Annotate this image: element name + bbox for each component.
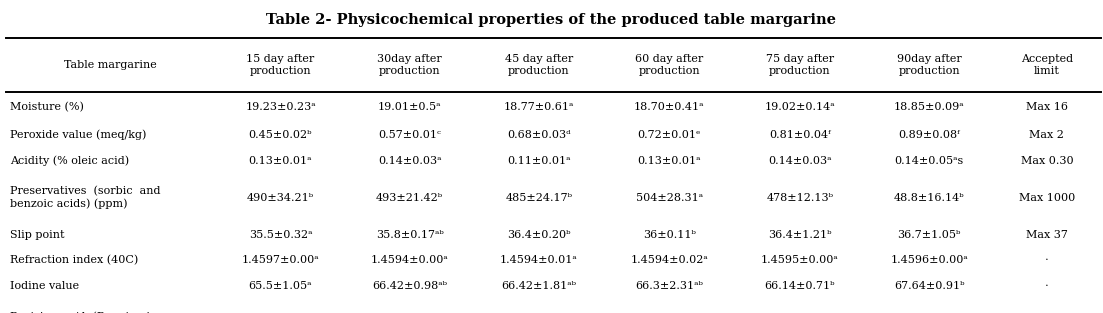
Text: 75 day after
production: 75 day after production xyxy=(765,54,834,76)
Text: 1.4594±0.00ᵃ: 1.4594±0.00ᵃ xyxy=(371,255,449,265)
Text: 66.3±2.31ᵃᵇ: 66.3±2.31ᵃᵇ xyxy=(635,281,704,291)
Text: 1.4594±0.02ᵃ: 1.4594±0.02ᵃ xyxy=(631,255,708,265)
Text: 19.23±0.23ᵃ: 19.23±0.23ᵃ xyxy=(245,102,315,112)
Text: Acidity (% oleic acid): Acidity (% oleic acid) xyxy=(10,155,129,166)
Text: 0.57±0.01ᶜ: 0.57±0.01ᶜ xyxy=(378,130,441,140)
Text: 1.4594±0.01ᵃ: 1.4594±0.01ᵃ xyxy=(500,255,578,265)
Text: 19.02±0.14ᵃ: 19.02±0.14ᵃ xyxy=(764,102,835,112)
Text: 0.11±0.01ᵃ: 0.11±0.01ᵃ xyxy=(507,156,570,166)
Text: 0.45±0.02ᵇ: 0.45±0.02ᵇ xyxy=(248,130,312,140)
Text: 66.42±0.98ᵃᵇ: 66.42±0.98ᵃᵇ xyxy=(372,281,447,291)
Text: 0.14±0.05ᵃs: 0.14±0.05ᵃs xyxy=(895,156,964,166)
Text: 36.4±1.21ᵇ: 36.4±1.21ᵇ xyxy=(768,230,832,240)
Text: Max 37: Max 37 xyxy=(1026,230,1068,240)
Text: 67.64±0.91ᵇ: 67.64±0.91ᵇ xyxy=(893,281,964,291)
Text: 1.4596±0.00ᵃ: 1.4596±0.00ᵃ xyxy=(890,255,968,265)
Text: Table margarine: Table margarine xyxy=(64,60,157,70)
Text: 0.72±0.01ᵉ: 0.72±0.01ᵉ xyxy=(638,130,702,140)
Text: 30day after
production: 30day after production xyxy=(377,54,442,76)
Text: Preservatives  (sorbic  and
benzoic acids) (ppm): Preservatives (sorbic and benzoic acids)… xyxy=(10,186,160,209)
Text: Table 2- Physicochemical properties of the produced table margarine: Table 2- Physicochemical properties of t… xyxy=(267,13,836,27)
Text: 36.7±1.05ᵇ: 36.7±1.05ᵇ xyxy=(898,230,961,240)
Text: 0.13±0.01ᵃ: 0.13±0.01ᵃ xyxy=(248,156,312,166)
Text: 0.81±0.04ᶠ: 0.81±0.04ᶠ xyxy=(769,130,831,140)
Text: 493±21.42ᵇ: 493±21.42ᵇ xyxy=(376,193,443,203)
Text: Peroxide value (meq/kg): Peroxide value (meq/kg) xyxy=(10,130,147,140)
Text: 478±12.13ᵇ: 478±12.13ᵇ xyxy=(767,193,833,203)
Text: 60 day after
production: 60 day after production xyxy=(635,54,704,76)
Text: 66.42±1.81ᵃᵇ: 66.42±1.81ᵃᵇ xyxy=(502,281,577,291)
Text: 18.85±0.09ᵃ: 18.85±0.09ᵃ xyxy=(893,102,964,112)
Text: 48.8±16.14ᵇ: 48.8±16.14ᵇ xyxy=(893,193,964,203)
Text: 65.5±1.05ᵃ: 65.5±1.05ᵃ xyxy=(248,281,312,291)
Text: 35.8±0.17ᵃᵇ: 35.8±0.17ᵃᵇ xyxy=(376,230,443,240)
Text: 1.4595±0.00ᵃ: 1.4595±0.00ᵃ xyxy=(761,255,838,265)
Text: 18.70±0.41ᵃ: 18.70±0.41ᵃ xyxy=(634,102,705,112)
Text: 0.14±0.03ᵃ: 0.14±0.03ᵃ xyxy=(768,156,832,166)
Text: Iodine value: Iodine value xyxy=(10,281,79,291)
Text: 485±24.17ᵇ: 485±24.17ᵇ xyxy=(505,193,572,203)
Text: 35.5±0.32ᵃ: 35.5±0.32ᵃ xyxy=(248,230,312,240)
Text: 36.4±0.20ᵇ: 36.4±0.20ᵇ xyxy=(507,230,570,240)
Text: ⋅: ⋅ xyxy=(1045,255,1049,265)
Text: Max 1000: Max 1000 xyxy=(1019,193,1075,203)
Text: 0.68±0.03ᵈ: 0.68±0.03ᵈ xyxy=(507,130,570,140)
Text: Max 16: Max 16 xyxy=(1026,102,1068,112)
Text: 15 day after
production: 15 day after production xyxy=(246,54,314,76)
Text: 490±34.21ᵇ: 490±34.21ᵇ xyxy=(247,193,314,203)
Text: ⋅: ⋅ xyxy=(1045,281,1049,291)
Text: 1.4597±0.00ᵃ: 1.4597±0.00ᵃ xyxy=(242,255,319,265)
Text: 90day after
production: 90day after production xyxy=(897,54,962,76)
Text: Refraction index (40C): Refraction index (40C) xyxy=(10,255,138,265)
Text: Max 0.30: Max 0.30 xyxy=(1020,156,1073,166)
Text: Accepted
limit: Accepted limit xyxy=(1021,54,1073,76)
Text: 66.14±0.71ᵇ: 66.14±0.71ᵇ xyxy=(764,281,835,291)
Text: 36±0.11ᵇ: 36±0.11ᵇ xyxy=(643,230,696,240)
Text: Moisture (%): Moisture (%) xyxy=(10,102,84,112)
Text: 0.14±0.03ᵃ: 0.14±0.03ᵃ xyxy=(378,156,441,166)
Text: Resistance / h (Rancimate
at 110C): Resistance / h (Rancimate at 110C) xyxy=(10,312,158,313)
Text: 18.77±0.61ᵃ: 18.77±0.61ᵃ xyxy=(504,102,575,112)
Text: 45 day after
production: 45 day after production xyxy=(505,54,574,76)
Text: 0.13±0.01ᵃ: 0.13±0.01ᵃ xyxy=(638,156,702,166)
Text: Slip point: Slip point xyxy=(10,230,64,240)
Text: 504±28.31ᵃ: 504±28.31ᵃ xyxy=(635,193,703,203)
Text: Max 2: Max 2 xyxy=(1029,130,1064,140)
Text: 0.89±0.08ᶠ: 0.89±0.08ᶠ xyxy=(898,130,960,140)
Text: 19.01±0.5ᵃ: 19.01±0.5ᵃ xyxy=(378,102,441,112)
